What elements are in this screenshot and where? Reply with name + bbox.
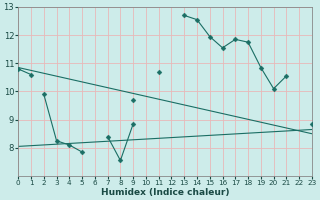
X-axis label: Humidex (Indice chaleur): Humidex (Indice chaleur) xyxy=(101,188,229,197)
